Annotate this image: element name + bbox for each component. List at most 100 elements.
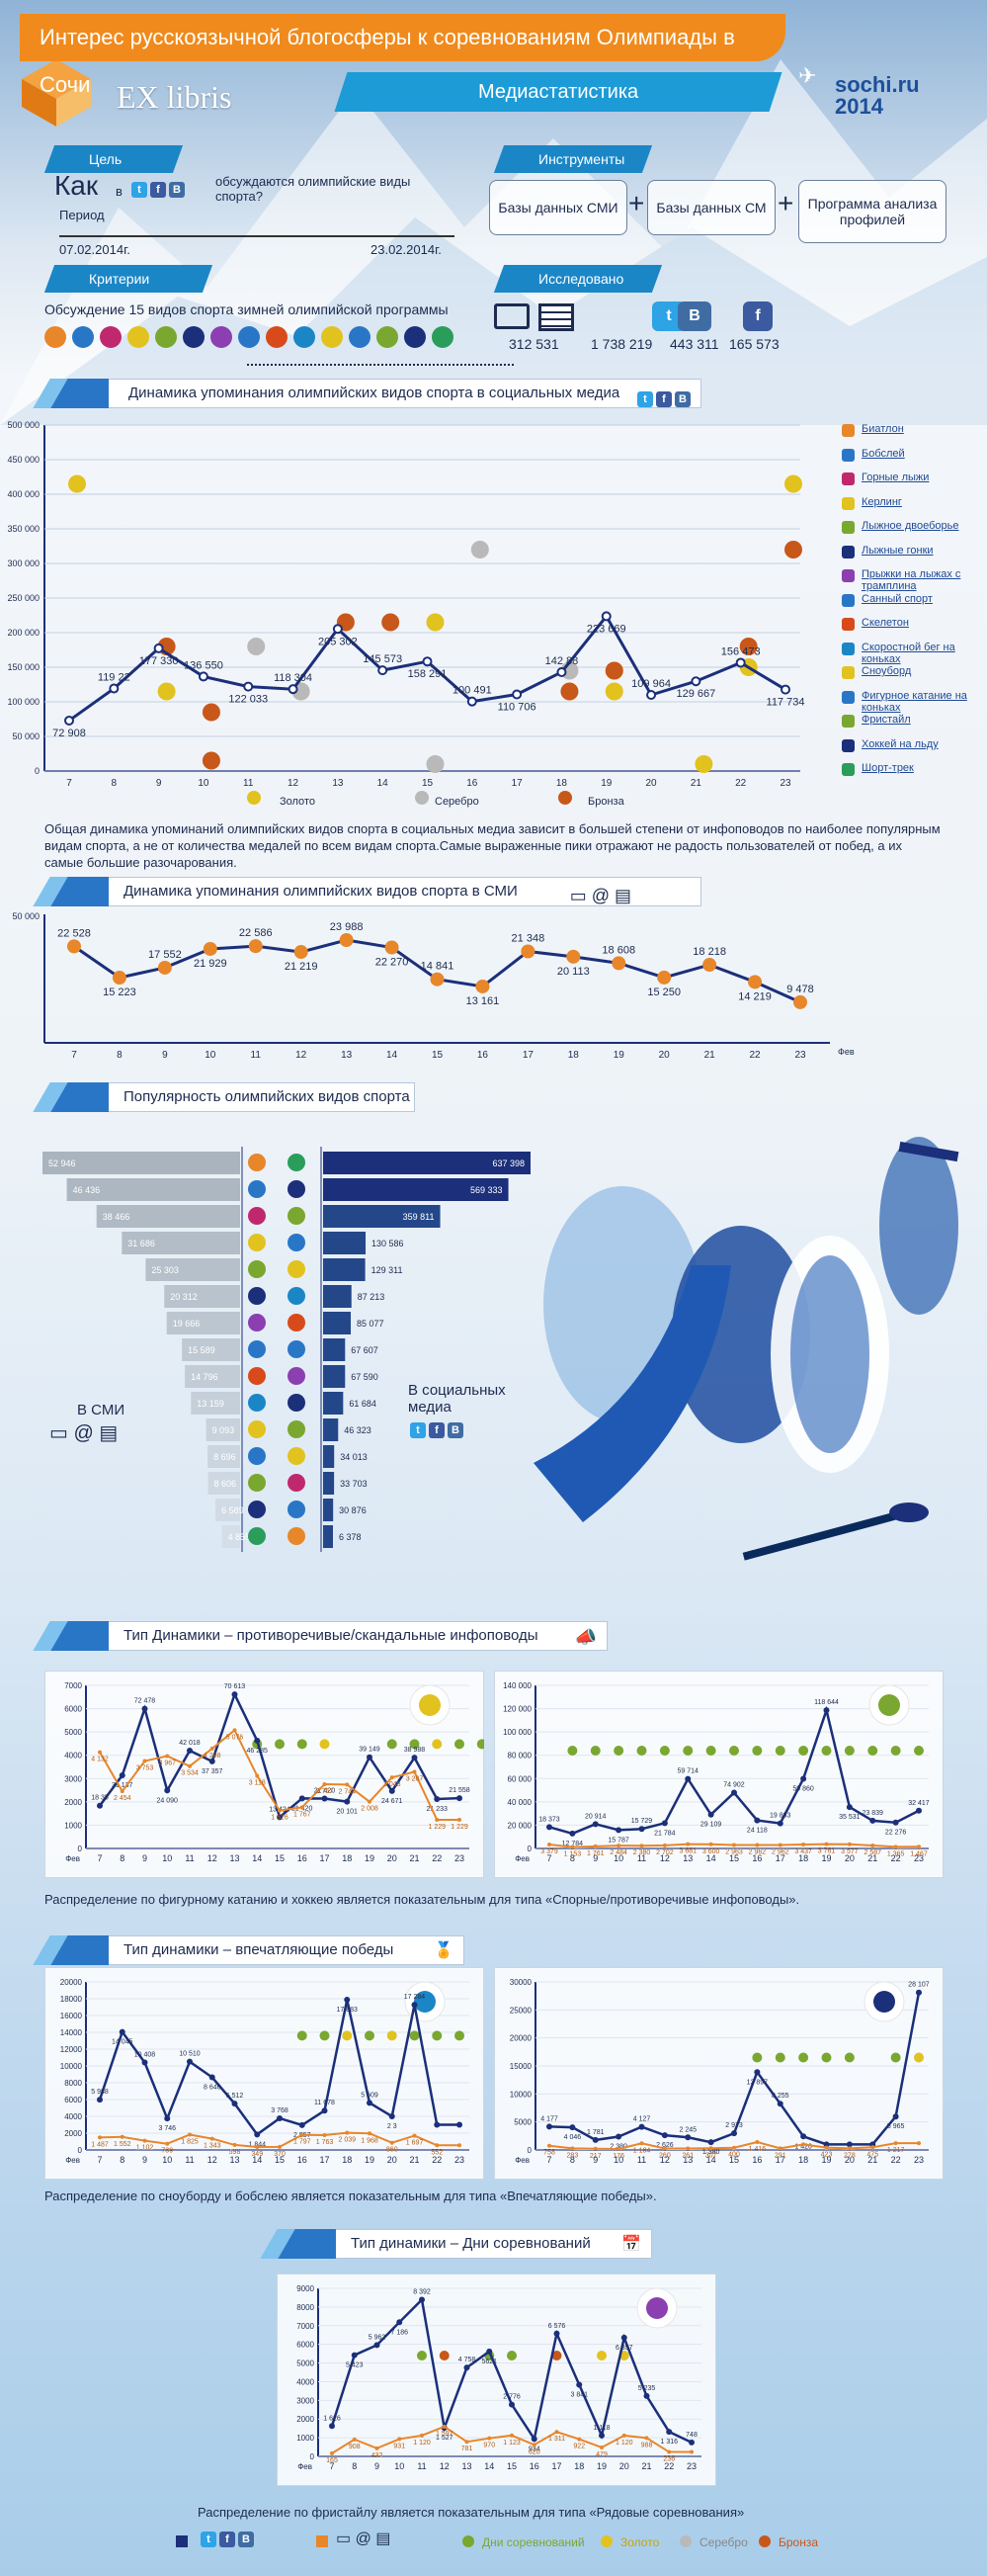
legend-sport-icon (842, 424, 855, 437)
data-label: 5621 (481, 2359, 497, 2365)
data-point (569, 2124, 576, 2131)
data-label: 142 88 (545, 655, 579, 667)
data-label: 24 118 (747, 1828, 768, 1835)
month-label: Фев (515, 1854, 530, 1863)
sport-icon-5 (155, 326, 177, 348)
data-label: 908 (349, 2444, 361, 2450)
smi-bar-label: 46 436 (73, 1185, 101, 1195)
data-label: 307 (705, 2152, 717, 2159)
medal-marker-green (476, 1739, 484, 1750)
data-point (800, 2133, 807, 2140)
data-point (332, 624, 343, 635)
legend-sport-13[interactable]: Фристайл (842, 714, 985, 728)
legend-sport-9[interactable]: Скелетон (842, 617, 985, 631)
data-point (373, 2342, 380, 2349)
legend-sport-5[interactable]: Лыжное двоеборье (842, 520, 985, 534)
data-point (188, 1763, 192, 1768)
legend-sport-15[interactable]: Шорт-трек (842, 762, 985, 776)
data-label: 22 270 (375, 956, 409, 968)
y-tick-label: 7000 (64, 1681, 82, 1690)
data-label: 2 008 (361, 1806, 378, 1813)
data-label: 9 478 (786, 984, 814, 995)
x-tick-label: 16 (297, 2155, 307, 2165)
data-point (800, 1775, 807, 1782)
legend-sport-10[interactable]: Скоростной бег на коньках (842, 642, 985, 665)
social-bar (323, 1285, 352, 1308)
data-label: 1 467 (910, 1850, 928, 1857)
data-point (824, 2145, 829, 2150)
data-point (232, 2142, 237, 2147)
data-point (322, 2133, 327, 2138)
twitter-icon: t (410, 1422, 426, 1438)
medal-marker-green (417, 2351, 427, 2361)
y-tick-label: 50 000 (12, 911, 40, 921)
data-point (464, 2440, 469, 2445)
data-point (616, 1827, 622, 1834)
data-point (916, 1807, 922, 1814)
data-label: 1 316 (660, 2439, 678, 2446)
freestyle-chart: 0 1000 2000 3000 4000 5000 6000 7000 8000 9000 7 8 9… (296, 2284, 701, 2471)
medal-marker-green (365, 2030, 374, 2041)
data-point (411, 2002, 418, 2009)
medal-marker-bronze (381, 613, 400, 632)
medal-marker-gold (695, 755, 713, 773)
data-label: 3 681 (679, 1848, 697, 1855)
days-label: Дни соревнований (482, 2535, 585, 2549)
data-point (419, 2296, 425, 2303)
legend-sport-11[interactable]: Сноуборд (842, 665, 985, 679)
x-tick-label: 8 (117, 1050, 123, 1061)
x-tick-label: 21 (641, 2461, 651, 2471)
x-tick-label: 20 (387, 2155, 397, 2165)
x-tick-label: 17 (319, 2155, 329, 2165)
sport-icon-left (248, 1234, 266, 1251)
data-point (442, 2424, 447, 2429)
data-label: 46 285 (247, 1748, 269, 1755)
legend-sport-1[interactable]: Биатлон (842, 423, 985, 437)
y-tick-label: 25000 (510, 2006, 533, 2015)
data-label: 20 101 (337, 1809, 359, 1816)
x-tick-label: 16 (297, 1853, 307, 1863)
data-point (254, 1737, 261, 1744)
data-label: 3 600 (702, 1848, 720, 1855)
legend-sport-4[interactable]: Керлинг (842, 496, 985, 510)
data-point (109, 683, 120, 694)
legend-sport-14[interactable]: Хоккей на льду (842, 738, 985, 752)
month-label: Фев (838, 1047, 855, 1057)
data-point (248, 939, 263, 954)
data-label: 1 597 (436, 2431, 453, 2438)
x-tick-label: 16 (752, 2155, 762, 2165)
medal-marker-bronze (439, 2351, 450, 2361)
criteria-text: Обсуждение 15 видов спорта зимней олимпи… (44, 301, 449, 317)
data-label: 4 177 (540, 2115, 558, 2122)
data-label: 260 (659, 2153, 671, 2160)
social-bar (323, 1205, 441, 1228)
medal-marker-bronze (739, 638, 758, 655)
medal-marker-green (844, 1746, 855, 1756)
x-tick-label: 15 (729, 2155, 739, 2165)
legend-sport-6[interactable]: Лыжные гонки (842, 545, 985, 558)
x-tick-label: 14 (252, 1853, 262, 1863)
legend-sport-2[interactable]: Бобслей (842, 448, 985, 462)
legend-sport-3[interactable]: Горные лыжи (842, 472, 985, 485)
data-label: 5 609 (361, 2092, 378, 2099)
data-label: 4 127 (633, 2116, 651, 2123)
y-tick-label: 4000 (64, 1752, 82, 1760)
legend-sport-8[interactable]: Санный спорт (842, 593, 985, 607)
data-label: 21 784 (654, 1830, 676, 1837)
data-label: 72 908 (52, 728, 86, 739)
bronze-label: Бронза (779, 2535, 819, 2549)
x-tick-label: 7 (71, 1050, 77, 1061)
data-point (352, 2437, 357, 2442)
x-tick-label: 20 (619, 2461, 629, 2471)
data-label: 1 697 (406, 2140, 424, 2147)
x-tick-label: 16 (466, 778, 478, 789)
sport-badge-glyph (878, 1694, 900, 1716)
legend-sport-7[interactable]: Прыжки на лыжах с трамплина (842, 568, 985, 592)
section-title-social: Динамика упоминания олимпийских видов сп… (109, 379, 701, 408)
smi-bar (164, 1285, 240, 1308)
data-label: 35 531 (839, 1814, 861, 1821)
legend-sport-12[interactable]: Фигурное катание на коньках (842, 690, 985, 714)
sport-icon-8 (238, 326, 260, 348)
x-tick-label: 23 (794, 1050, 806, 1061)
